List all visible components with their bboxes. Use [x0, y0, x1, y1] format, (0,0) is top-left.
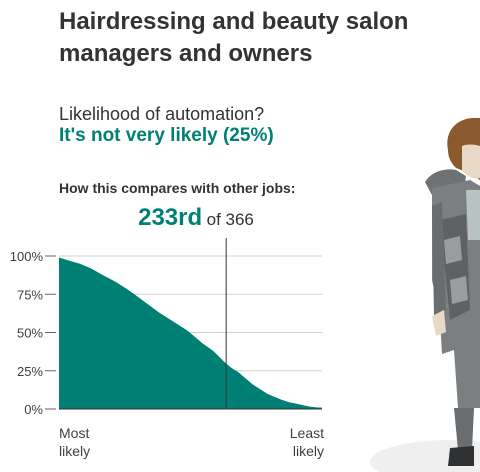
arm — [432, 202, 446, 316]
rank-total: of 366 — [206, 210, 254, 229]
xlabel-most-likely: Most likely — [59, 424, 90, 460]
xlabel-most-likely-line1: Most — [59, 425, 90, 441]
boot — [448, 446, 474, 466]
comparison-label: How this compares with other jobs: — [59, 180, 296, 196]
hand — [432, 310, 446, 336]
rank-value: 233rd — [138, 204, 203, 231]
rank-readout: 233rd of 366 — [0, 200, 392, 239]
face — [462, 144, 480, 179]
shirt — [466, 190, 480, 240]
xlabel-least-likely: Least likely — [262, 424, 324, 460]
y-tick-label: 25% — [17, 364, 43, 379]
xlabel-least-likely-line1: Least — [289, 425, 324, 441]
xlabel-most-likely-line2: likely — [59, 443, 91, 459]
xlabel-least-likely-line2: likely — [292, 443, 324, 459]
y-tick-label: 50% — [17, 326, 43, 341]
y-tick-label: 100% — [10, 249, 44, 264]
person-illustration — [370, 118, 480, 472]
y-tick-label: 75% — [17, 287, 43, 302]
coat-patches — [444, 236, 468, 304]
automation-verdict: It's not very likely (25%) — [59, 125, 274, 146]
automation-distribution-chart: 100% 75% 50% 25% 0% — [10, 238, 322, 417]
page-title: Hairdressing and beauty salon managers a… — [59, 8, 409, 67]
y-tick-label: 0% — [24, 402, 43, 417]
leg — [454, 408, 474, 450]
distribution-area — [59, 257, 322, 409]
automation-question: Likelihood of automation? — [59, 104, 265, 124]
